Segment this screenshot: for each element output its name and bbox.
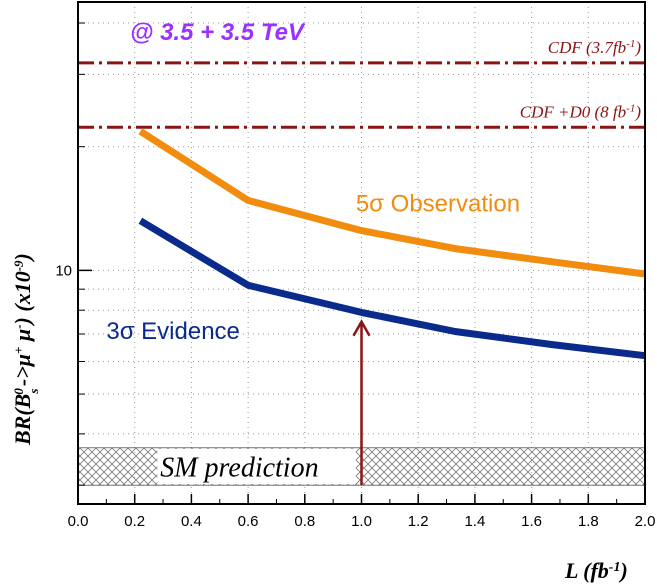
x-tick-label: 0.8: [294, 513, 315, 530]
annotations: @ 3.5 + 3.5 TeV L (fb-1) BR(Bs0->μ+ μ-) (x…: [10, 19, 628, 583]
x-tick-label: 2.0: [635, 513, 656, 530]
series-label-observation: 5σ Observation: [356, 191, 520, 218]
x-tick-label: 0.6: [238, 513, 259, 530]
y-axis-title: BR(Bs0->μ+ μ-) (x10-9): [10, 253, 41, 446]
x-tick-label: 0.4: [181, 513, 202, 530]
x-tick-label: 1.4: [464, 513, 485, 530]
x-tick-label: 0.2: [124, 513, 145, 530]
x-tick-label: 1.0: [351, 513, 372, 530]
y-axis: 10: [55, 22, 92, 486]
series-line-2: [138, 217, 646, 360]
x-tick-label: 1.8: [578, 513, 599, 530]
series-line-1: [138, 128, 646, 278]
arrow-head: [352, 319, 371, 337]
sm-prediction-label: SM prediction: [160, 452, 318, 483]
luminosity-arrow: [352, 319, 371, 486]
x-tick-label: 1.2: [408, 513, 429, 530]
sm-label-background: [157, 448, 356, 485]
x-axis-title: L (fb-1): [564, 558, 628, 583]
reference-lines: CDF (3.7fb-1) CDF +D0 (8 fb-1): [78, 38, 645, 129]
reference-label-1: CDF (3.7fb-1): [548, 38, 642, 57]
series-label-evidence: 3σ Evidence: [106, 318, 240, 345]
reference-label-2: CDF +D0 (8 fb-1): [520, 102, 642, 121]
x-tick-label: 0.0: [68, 513, 89, 530]
x-tick-label: 1.6: [521, 513, 542, 530]
x-axis: 0.0 0.2 0.4 0.6 0.8 1.0 1.2 1.4 1.6 1.8 2.0: [68, 494, 656, 530]
energy-label: @ 3.5 + 3.5 TeV: [130, 19, 306, 46]
data-series: 5σ Observation 3σ Evidence: [106, 128, 646, 360]
y-tick-label: 10: [55, 262, 72, 279]
